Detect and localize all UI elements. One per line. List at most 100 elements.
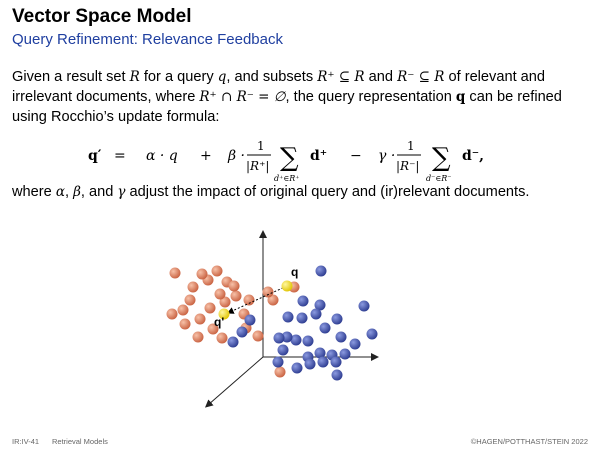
- slide-subtitle: Query Refinement: Relevance Feedback: [12, 31, 283, 48]
- footer-copyright: ©HAGEN/POTTHAST/STEIN 2022: [470, 437, 588, 446]
- relevant-document-dot: [296, 312, 308, 324]
- axis-depth: [204, 356, 264, 408]
- irrelevant-document-dot: [274, 366, 286, 378]
- label-q: q: [291, 265, 298, 279]
- math-beta: β: [73, 184, 81, 200]
- text-segment: , and: [80, 184, 114, 200]
- relevant-document-dot: [331, 313, 343, 325]
- math-intersection-empty: R⁺ ∩ R⁻ = ∅: [199, 89, 286, 105]
- irrelevant-document-dot: [179, 318, 191, 330]
- relevant-document-dot: [277, 344, 289, 356]
- relevance-feedback-figure: q q': [166, 230, 379, 408]
- query-vector-q: [281, 280, 293, 292]
- formula-lhs: q′: [88, 148, 102, 164]
- text-segment: where: [12, 184, 52, 200]
- relevant-document-dot: [366, 328, 378, 340]
- label-q-prime: q': [214, 315, 224, 329]
- relevant-document-dot: [227, 336, 239, 348]
- irrelevant-document-dot: [228, 280, 240, 292]
- formula-plus: +: [200, 148, 212, 164]
- relevant-document-dot: [314, 299, 326, 311]
- formula-d-plus: d⁺: [310, 148, 327, 164]
- irrelevant-document-dot: [252, 330, 264, 342]
- formula-beta: β ·: [227, 148, 245, 164]
- frac2-numerator: 1: [407, 139, 415, 153]
- irrelevant-document-dot: [216, 332, 228, 344]
- relevant-document-dot: [358, 300, 370, 312]
- relevant-document-dot: [335, 331, 347, 343]
- relevant-document-dot: [290, 334, 302, 346]
- relevant-document-dot: [291, 362, 303, 374]
- relevant-document-dot: [302, 335, 314, 347]
- relevant-document-dot: [304, 358, 316, 370]
- irrelevant-document-dot: [267, 294, 279, 306]
- relevant-document-dot: [349, 338, 361, 350]
- math-q-bold: q: [455, 89, 466, 105]
- frac1-numerator: 1: [257, 139, 265, 153]
- irrelevant-document-dot: [204, 302, 216, 314]
- irrelevant-documents: [166, 265, 300, 378]
- irrelevant-document-dot: [194, 313, 206, 325]
- slide-title: Vector Space Model: [12, 6, 192, 27]
- relevant-document-dot: [331, 369, 343, 381]
- math-R-minus-subset: R⁻ ⊆ R: [397, 69, 445, 85]
- relevant-document-dot: [297, 295, 309, 307]
- irrelevant-document-dot: [211, 265, 223, 277]
- text-segment: of relevant and irrelevant documents, wh…: [12, 69, 546, 105]
- irrelevant-document-dot: [196, 268, 208, 280]
- relevant-document-dot: [281, 331, 293, 343]
- relevant-document-dot: [244, 314, 256, 326]
- text-segment: for a query: [143, 69, 214, 85]
- sum1-subscript: d⁺∈R⁺: [274, 174, 300, 183]
- formula-alpha-term: α · q: [146, 148, 178, 164]
- irrelevant-document-dot: [184, 294, 196, 306]
- math-alpha: α: [55, 184, 65, 200]
- relevant-documents: [227, 265, 378, 381]
- relevant-document-dot: [330, 356, 342, 368]
- relevant-document-dot: [315, 265, 327, 277]
- irrelevant-document-dot: [192, 331, 204, 343]
- text-segment: , the query representation: [285, 89, 452, 105]
- relevant-document-dot: [319, 322, 331, 334]
- math-R-plus-subset: R⁺ ⊆ R: [317, 69, 365, 85]
- text-segment: can be refined using Rocchio’s update fo…: [12, 89, 562, 125]
- frac2-denominator: |R⁻|: [396, 159, 419, 173]
- text-segment: ,: [64, 184, 69, 200]
- irrelevant-document-dot: [262, 286, 274, 298]
- relevant-document-dot: [273, 332, 285, 344]
- formula-equals: =: [114, 148, 126, 164]
- formula-gamma: γ ·: [378, 148, 395, 164]
- text-segment: , and subsets: [226, 69, 314, 85]
- relevant-document-dot: [339, 348, 351, 360]
- parameter-explanation: where α, β, and γ adjust the impact of o…: [12, 184, 529, 200]
- relevant-document-dot: [317, 356, 329, 368]
- irrelevant-document-dot: [169, 267, 181, 279]
- formula-minus: −: [350, 148, 362, 164]
- query-update-arrow: [226, 285, 288, 314]
- irrelevant-document-dot: [243, 294, 255, 306]
- math-q: q: [217, 69, 227, 85]
- irrelevant-document-dot: [166, 308, 178, 320]
- query-vector-q-prime: [218, 308, 230, 320]
- math-gamma: γ: [117, 184, 126, 200]
- footer-slide-id: IR:IV-41: [12, 437, 40, 446]
- text-segment: and: [368, 69, 393, 85]
- math-R: R: [129, 69, 140, 85]
- irrelevant-document-dot: [214, 288, 226, 300]
- sum2-subscript: d⁻∈R⁻: [426, 174, 452, 183]
- relevant-document-dot: [310, 308, 322, 320]
- text-segment: Given a result set: [12, 69, 126, 85]
- intro-paragraph: Given a result set R for a query q, and …: [12, 67, 592, 127]
- footer-section: Retrieval Models: [52, 437, 108, 446]
- frac1-denominator: |R⁺|: [246, 159, 269, 173]
- relevant-document-dot: [314, 347, 326, 359]
- rocchio-formula: q′ = α · q + β · 1 |R⁺| ∑ d⁺∈R⁺ d⁺ − γ ·…: [88, 139, 484, 183]
- relevant-document-dot: [282, 311, 294, 323]
- relevant-document-dot: [272, 356, 284, 368]
- sum2-symbol: ∑: [432, 143, 451, 173]
- relevant-document-dot: [236, 326, 248, 338]
- sum1-symbol: ∑: [280, 143, 299, 173]
- irrelevant-document-dot: [230, 290, 242, 302]
- formula-d-minus: d⁻,: [462, 148, 484, 164]
- irrelevant-document-dot: [177, 304, 189, 316]
